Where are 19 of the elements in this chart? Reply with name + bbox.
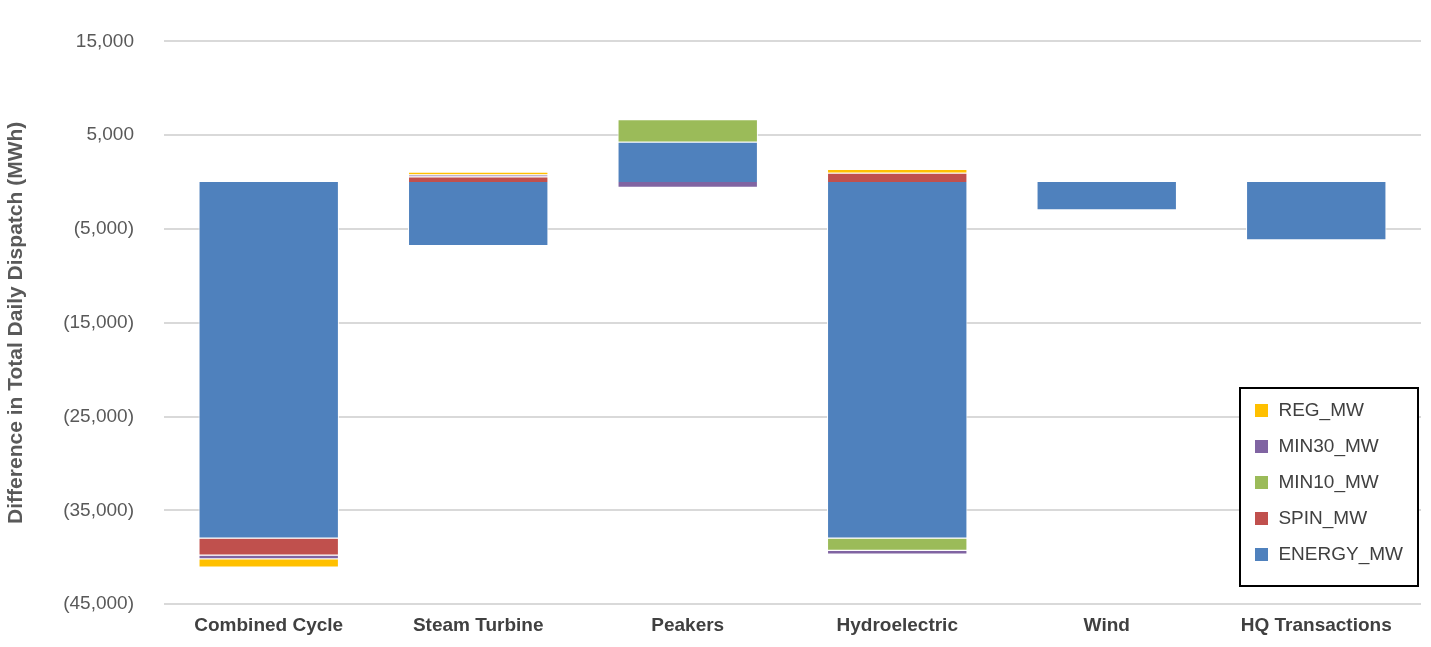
x-tick-label: Steam Turbine: [412, 613, 544, 635]
y-tick-label: 5,000: [86, 123, 134, 145]
y-tick-label: (35,000): [63, 498, 134, 520]
y-tick-label: 15,000: [75, 29, 134, 51]
legend-label: SPIN_MW: [1278, 507, 1368, 529]
y-axis-title: Difference in Total Daily Dispatch (MWh): [3, 121, 27, 524]
x-tick-label: HQ Transactions: [1240, 613, 1392, 635]
x-tick-label: Combined Cycle: [194, 613, 344, 635]
y-tick-label: (45,000): [63, 592, 134, 614]
legend-label: REG_MW: [1278, 399, 1364, 421]
legend-label: MIN30_MW: [1278, 435, 1379, 457]
x-tick-label: Hydroelectric: [836, 613, 959, 635]
y-tick-label: (5,000): [73, 217, 134, 239]
legend-label: ENERGY_MW: [1278, 543, 1403, 565]
y-tick-label: (15,000): [63, 311, 134, 333]
legend-label: MIN10_MW: [1278, 471, 1379, 493]
x-tick-label: Wind: [1083, 613, 1130, 635]
y-tick-label: (25,000): [63, 404, 134, 426]
x-tick-label: Peakers: [651, 613, 725, 635]
